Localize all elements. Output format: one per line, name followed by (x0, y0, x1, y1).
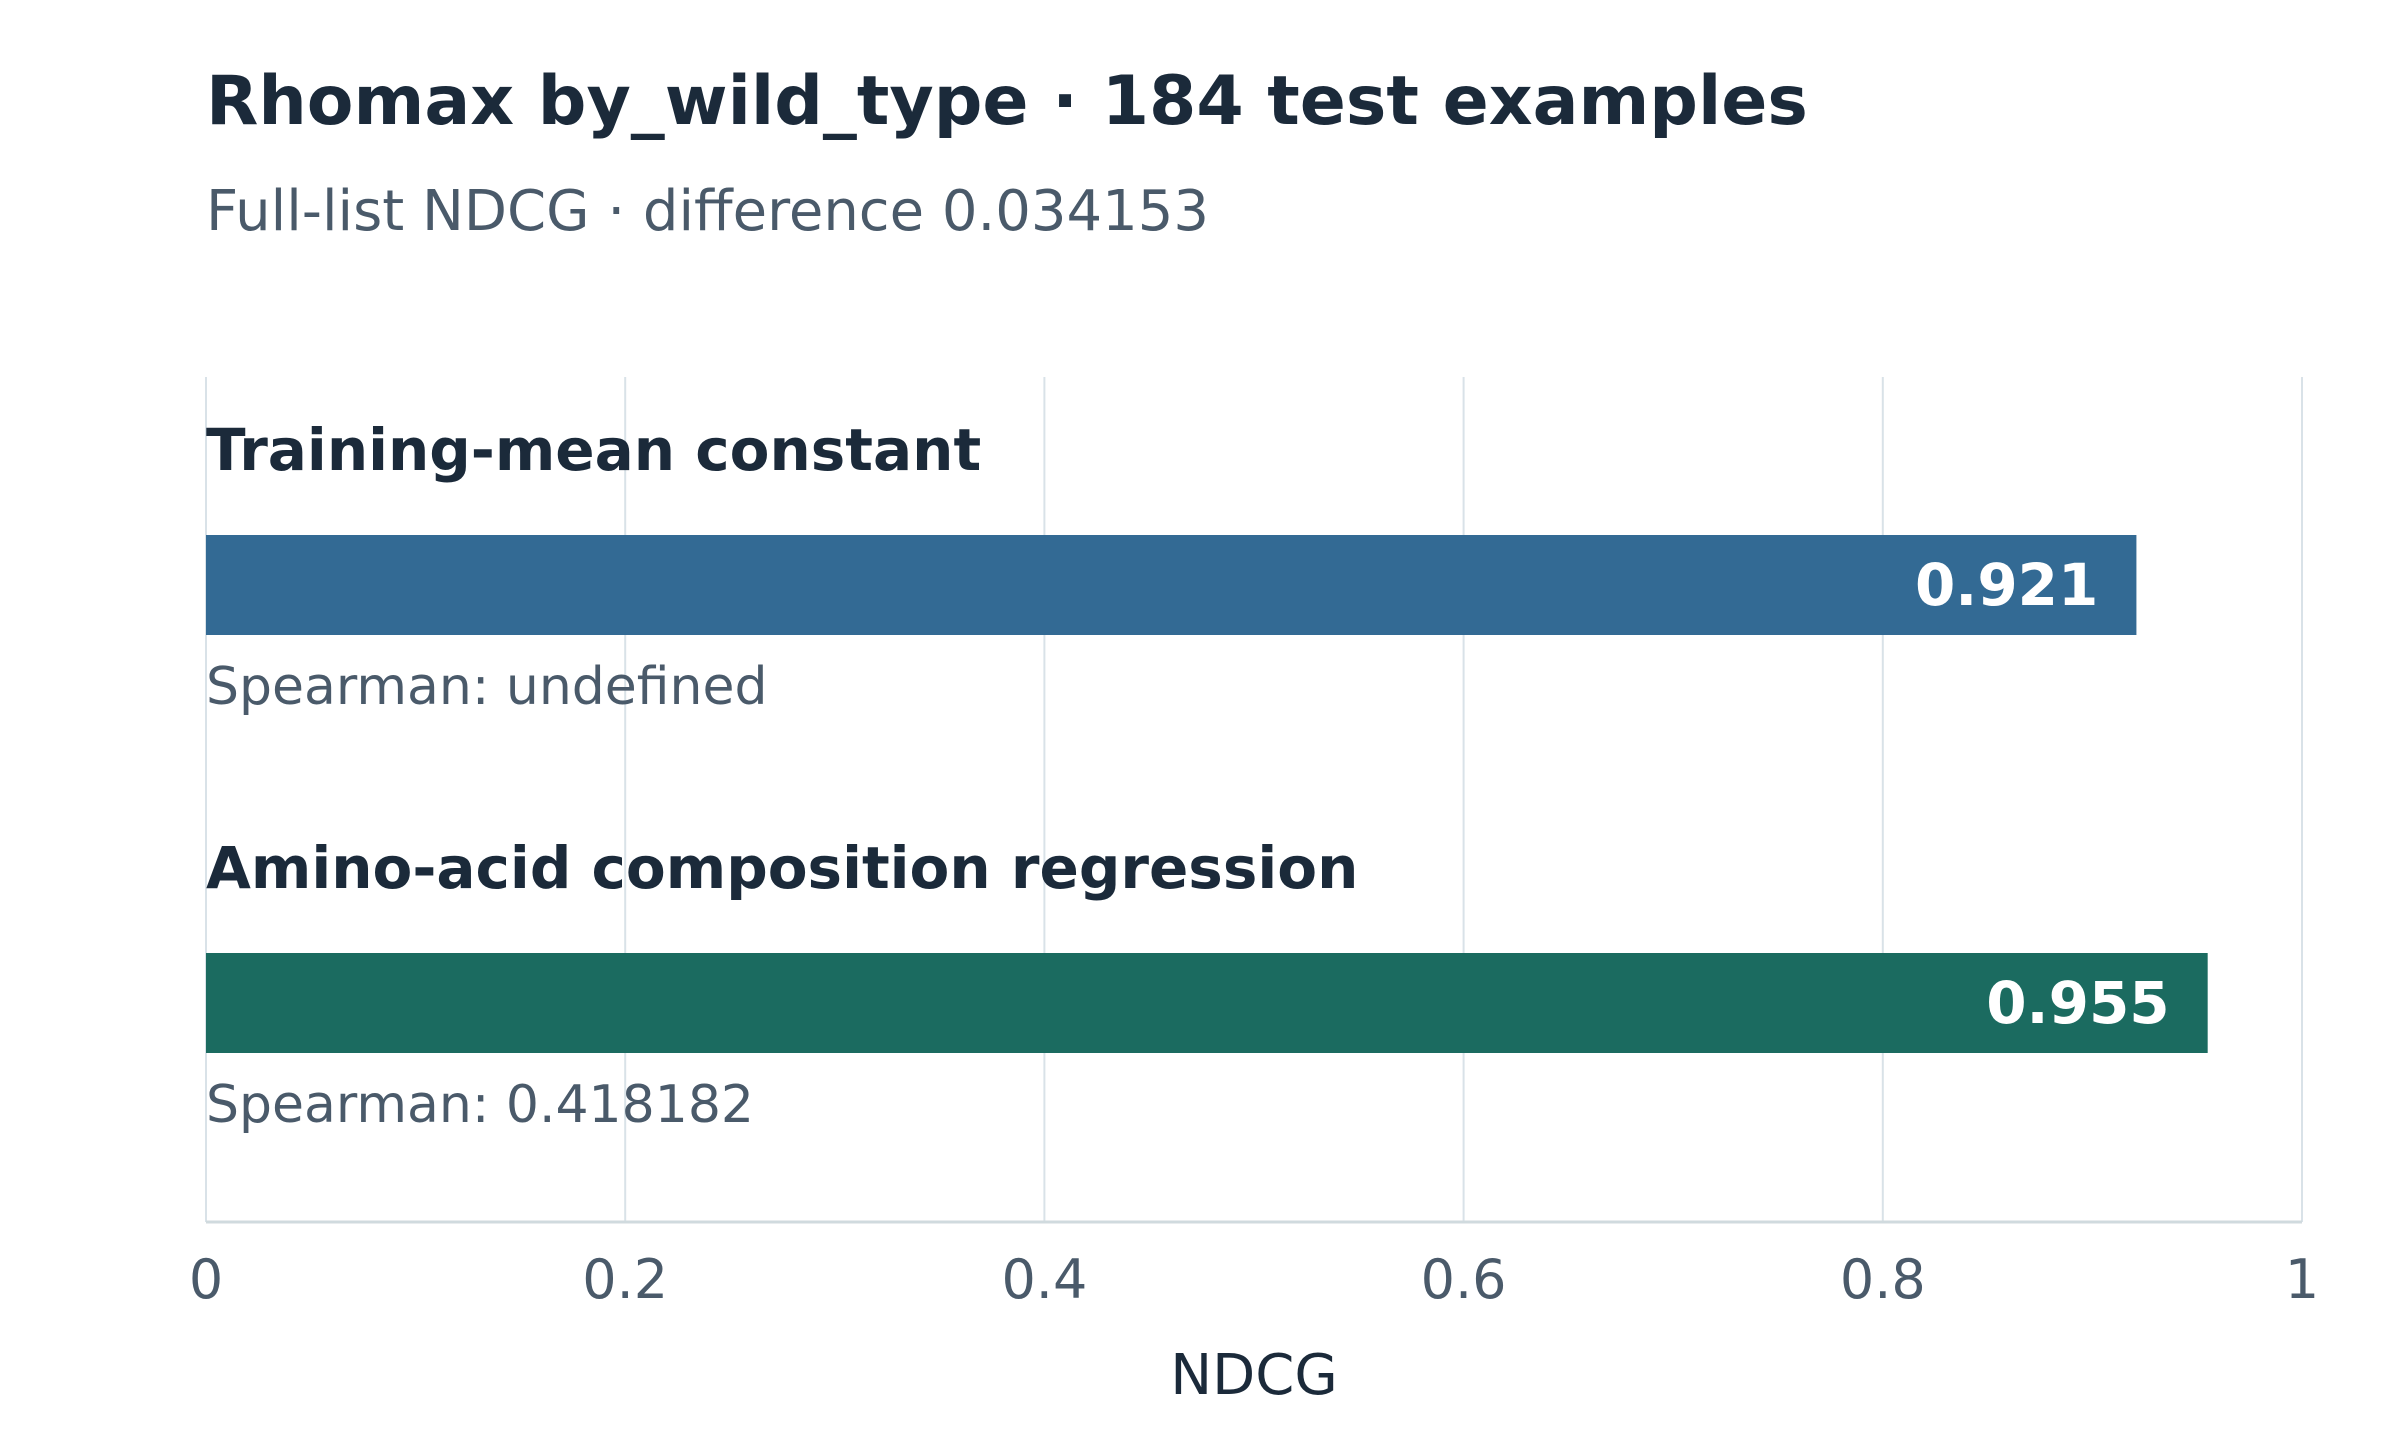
category-label: Training-mean constant (206, 416, 981, 484)
bar (206, 953, 2208, 1053)
category-label: Amino-acid composition regression (206, 834, 1358, 902)
x-tick-label: 0.8 (1840, 1248, 1926, 1311)
chart-title: Rhomax by_wild_type · 184 test examples (206, 62, 1808, 141)
x-axis-label: NDCG (1170, 1343, 1338, 1408)
x-tick-label: 1 (2285, 1248, 2319, 1311)
chart-subtitle: Full-list NDCG · difference 0.034153 (206, 179, 1209, 244)
x-tick-label: 0 (189, 1248, 223, 1311)
bar-note: Spearman: 0.418182 (206, 1075, 754, 1135)
value-label: 0.921 (1915, 551, 2098, 619)
x-tick-label: 0.6 (1421, 1248, 1507, 1311)
x-tick-label: 0.4 (1001, 1248, 1087, 1311)
x-tick-label: 0.2 (582, 1248, 668, 1311)
bar-note: Spearman: undefined (206, 657, 768, 717)
bar (206, 535, 2137, 635)
value-label: 0.955 (1986, 969, 2169, 1037)
